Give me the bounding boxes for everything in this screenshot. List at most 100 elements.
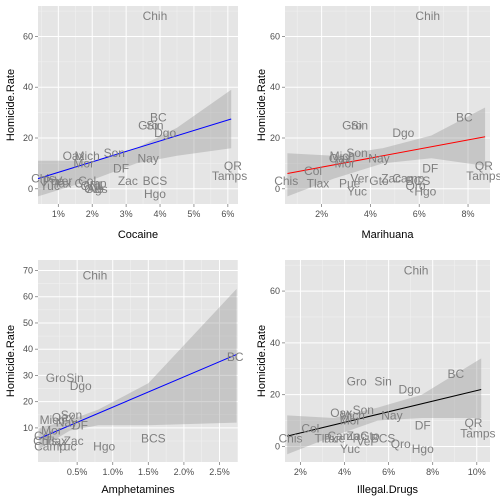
x-tick-label: 6% — [382, 467, 395, 477]
x-tick-label: 0.5% — [67, 467, 88, 477]
y-tick-label: 70 — [23, 265, 33, 275]
point-label: DF — [113, 161, 129, 175]
y-tick-label: 60 — [270, 286, 280, 296]
y-tick-label: 0 — [28, 184, 33, 194]
point-label: Sin — [66, 371, 83, 385]
y-axis-title: Homicide.Rate — [5, 325, 17, 397]
point-label: Dgo — [70, 379, 92, 393]
point-label: Sin — [146, 118, 163, 132]
point-label: BCS — [371, 432, 396, 446]
x-tick-label: 6% — [413, 209, 426, 219]
confidence-band — [38, 89, 232, 197]
point-label: Chis — [31, 172, 55, 186]
y-axis-title: Homicide.Rate — [256, 325, 268, 397]
point-label: DF — [422, 161, 438, 175]
point-label: Nay — [137, 151, 158, 165]
y-tick-label: 40 — [23, 82, 33, 92]
point-label: Tlax — [314, 432, 337, 446]
point-label: Col — [78, 174, 96, 188]
x-tick-label: 2% — [315, 209, 328, 219]
regression-line — [37, 118, 232, 180]
point-label: Pue — [324, 432, 346, 446]
point-label: Oax — [329, 151, 351, 165]
point-label: Zac — [64, 434, 84, 448]
point-label: BCS — [406, 174, 431, 188]
point-label: BC — [150, 111, 167, 125]
x-tick-label: 2.0% — [174, 467, 195, 477]
point-label: NL — [90, 179, 106, 193]
point-label: Qro — [391, 437, 411, 451]
point-label: Nay — [56, 416, 77, 430]
point-label: Mich — [74, 149, 99, 163]
point-label: Pue — [43, 174, 65, 188]
point-label: Zac — [118, 174, 138, 188]
regression-line — [287, 136, 486, 175]
point-label: Ver — [356, 434, 374, 448]
regression-line — [39, 353, 237, 439]
point-label: Gro — [342, 118, 362, 132]
point-label: QR — [224, 159, 242, 173]
plot-background — [285, 6, 490, 204]
point-label: Zac — [381, 172, 401, 186]
point-label: Oax — [63, 149, 85, 163]
point-label: Son — [353, 403, 374, 417]
point-label: Tamps — [466, 169, 500, 183]
point-label: Chih — [83, 269, 108, 283]
point-label: Nay — [381, 408, 402, 422]
point-label: Mich — [330, 149, 355, 163]
point-label: Gro — [138, 118, 158, 132]
point-label: DF — [72, 418, 88, 432]
point-label: Dgo — [399, 382, 421, 396]
x-tick-label: 8% — [462, 209, 475, 219]
point-label: Hgo — [93, 439, 115, 453]
regression-line — [287, 389, 482, 437]
point-label: Mor — [73, 156, 94, 170]
point-label: Son — [61, 408, 82, 422]
point-label: Yuc — [56, 439, 76, 453]
y-tick-label: 60 — [270, 31, 280, 41]
confidence-band — [287, 358, 482, 455]
point-label: Sin — [374, 375, 391, 389]
x-tick-label: 6% — [221, 209, 234, 219]
y-tick-label: 20 — [270, 390, 280, 400]
x-tick-label: 1% — [52, 209, 65, 219]
point-label: Ver — [54, 174, 72, 188]
point-label: Ags — [87, 182, 108, 196]
y-tick-label: 10 — [23, 423, 33, 433]
point-label: Nay — [368, 151, 389, 165]
point-label: Col — [301, 421, 319, 435]
y-tick-label: 40 — [270, 338, 280, 348]
point-label: Pue — [339, 177, 361, 191]
point-label: Yuc — [347, 184, 367, 198]
point-label: Camp — [327, 429, 359, 443]
point-label: Chis — [279, 432, 303, 446]
point-label: BCS — [143, 174, 168, 188]
point-label: Yuc — [40, 179, 60, 193]
point-label: Mich — [340, 408, 365, 422]
y-tick-label: 40 — [23, 344, 33, 354]
chart-panel: 0 20 40 60 2% 4% 6% 8% 10% Chih BC Gro Sin Dgo SonOaxM… — [256, 260, 496, 496]
y-tick-label: 30 — [23, 370, 33, 380]
x-tick-label: 2.5% — [209, 467, 230, 477]
x-tick-label: 4% — [154, 209, 167, 219]
point-label: Zac — [347, 429, 367, 443]
point-label: Tamps — [460, 427, 495, 441]
point-label: Camp — [34, 439, 66, 453]
point-label: Chih — [143, 9, 168, 23]
y-tick-label: 0 — [275, 441, 280, 451]
point-label: Oax — [330, 406, 352, 420]
point-label: Tamps — [212, 169, 247, 183]
point-label: Mich — [40, 413, 65, 427]
point-label: QR — [464, 416, 482, 430]
point-label: Chis — [274, 174, 298, 188]
chart-panel: 10 20 30 40 50 60 70 0.5% 1.0% 1.5% 2.0% 2.5% Chih BC… — [5, 260, 244, 496]
point-label: Gto — [360, 429, 380, 443]
point-label: Col — [304, 164, 322, 178]
x-axis-title: Marihuana — [362, 229, 415, 241]
x-tick-label: 10% — [468, 467, 486, 477]
point-label: Chih — [404, 263, 429, 277]
point-label: Yuc — [340, 442, 360, 456]
point-label: Tlax — [307, 177, 330, 191]
